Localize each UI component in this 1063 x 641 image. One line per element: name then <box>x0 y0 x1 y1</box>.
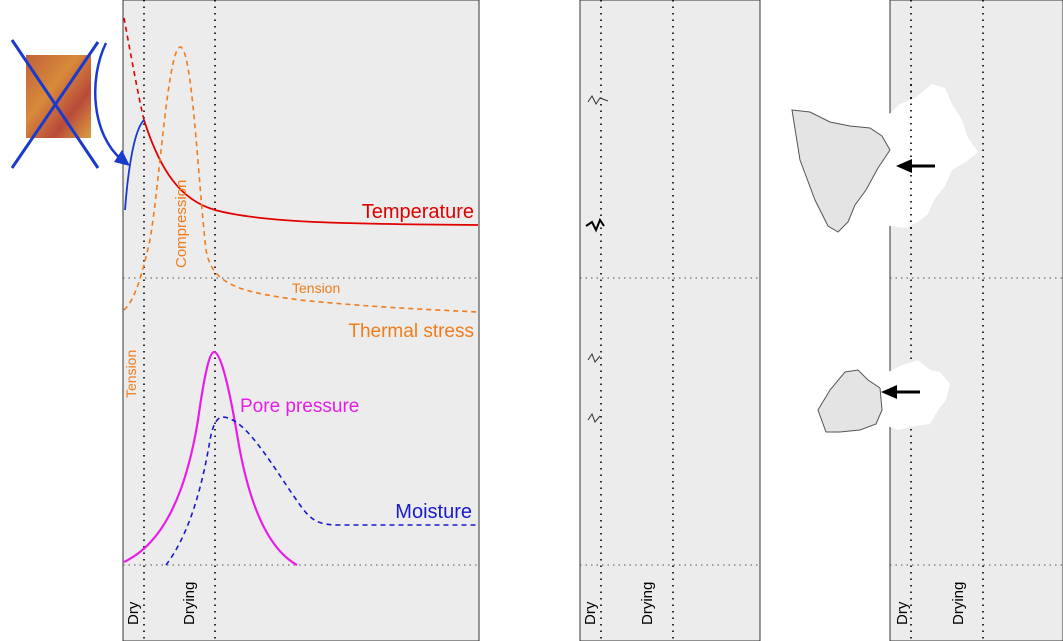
arrow-head <box>881 385 897 399</box>
dry-label: Dry <box>582 601 599 625</box>
fragment <box>791 109 891 233</box>
moisture-label: Moisture <box>395 501 472 523</box>
panel-1: Temperature Thermal stress Compression T… <box>122 0 480 641</box>
spall-cavity <box>866 84 978 228</box>
drying-label: Drying <box>181 582 198 625</box>
fragment <box>817 369 883 433</box>
spall-cavity <box>880 360 950 430</box>
temperature-label: Temperature <box>362 201 474 223</box>
cross <box>10 41 100 169</box>
arrow-head <box>114 150 130 166</box>
temperature-curve <box>143 119 479 226</box>
crack <box>587 412 601 423</box>
crack <box>587 352 601 363</box>
panel-background <box>889 0 1063 641</box>
fire-icon <box>10 39 130 169</box>
panel-background <box>579 0 761 641</box>
pore-pressure-label: Pore pressure <box>240 396 359 417</box>
panel-2: Dry Drying <box>579 0 761 641</box>
drying-label: Drying <box>950 582 967 625</box>
dry-label: Dry <box>125 601 142 625</box>
temperature-curve-dashed <box>123 17 145 121</box>
thermal-stress-label: Thermal stress <box>348 321 474 342</box>
drying-label: Drying <box>639 582 656 625</box>
thermal-stress-curve <box>123 46 479 313</box>
moisture-curve <box>165 416 478 566</box>
surface-temperature-curve <box>124 119 145 211</box>
pore-pressure-curve <box>123 350 298 566</box>
arrow-head <box>896 159 912 173</box>
panel-background <box>122 0 480 641</box>
crack <box>585 217 605 233</box>
arrow <box>93 42 123 161</box>
tension-label: Tension <box>292 280 340 296</box>
panel-3 <box>866 0 1063 641</box>
compression-label: Compression <box>173 180 190 268</box>
dry-label: Dry <box>894 601 911 625</box>
crack <box>587 95 609 105</box>
tension-label: Tension <box>123 350 139 398</box>
